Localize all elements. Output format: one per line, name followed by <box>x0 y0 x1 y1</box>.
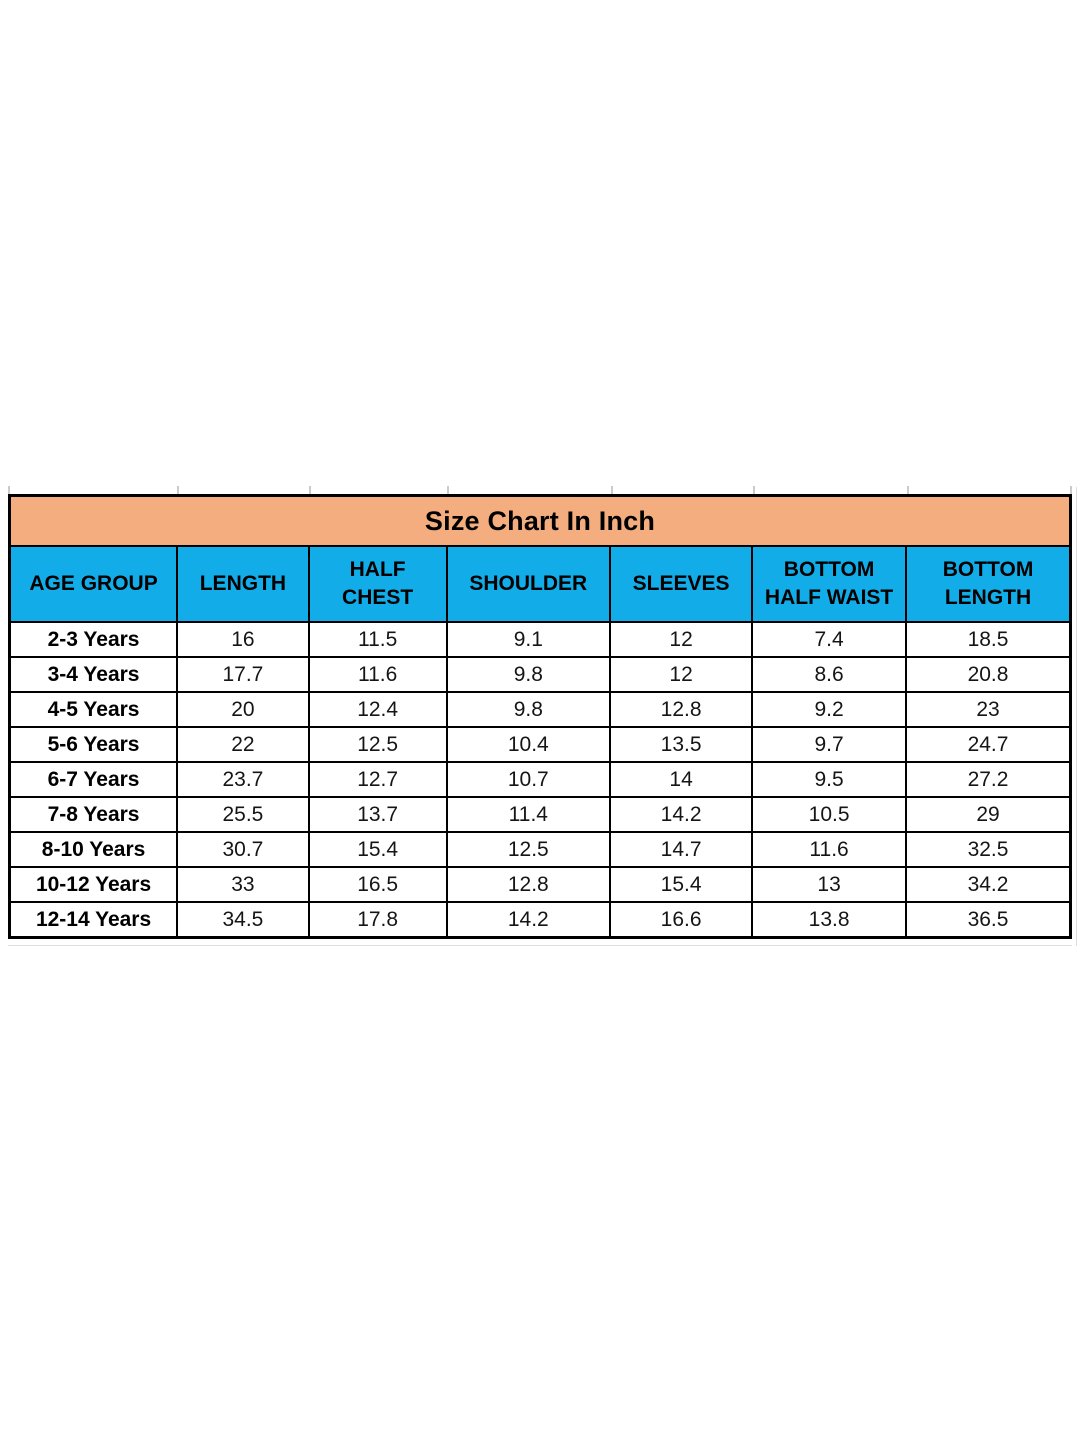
age-group-cell: 5-6 Years <box>8 726 179 763</box>
measurement-cell: 11.5 <box>307 621 448 658</box>
header-shoulder: SHOULDER <box>445 545 612 623</box>
age-group-cell: 7-8 Years <box>8 796 179 833</box>
measurement-cell: 16.5 <box>307 866 448 903</box>
header-half-chest: HALF CHEST <box>307 545 448 623</box>
gridline-tick <box>753 486 755 494</box>
gridline-tick <box>907 486 909 494</box>
table-row: 2-3 Years 16 11.5 9.1 12 7.4 18.5 <box>8 621 1072 658</box>
measurement-cell: 12.4 <box>307 691 448 728</box>
measurement-cell: 11.4 <box>445 796 612 833</box>
measurement-cell: 32.5 <box>905 831 1072 868</box>
size-chart-table: Size Chart In Inch AGE GROUP LENGTH HALF… <box>8 494 1072 939</box>
header-row: AGE GROUP LENGTH HALF CHEST SHOULDER SLE… <box>8 545 1072 623</box>
measurement-cell: 23 <box>905 691 1072 728</box>
measurement-cell: 9.7 <box>751 726 908 763</box>
measurement-cell: 15.4 <box>307 831 448 868</box>
table-title: Size Chart In Inch <box>8 494 1072 547</box>
measurement-cell: 12 <box>608 621 754 658</box>
gridline-tick <box>611 486 613 494</box>
gridline-horizontal <box>8 945 1072 946</box>
measurement-cell: 20.8 <box>905 656 1072 693</box>
measurement-cell: 14.2 <box>608 796 754 833</box>
title-row: Size Chart In Inch <box>8 494 1072 547</box>
measurement-cell: 7.4 <box>751 621 908 658</box>
measurement-cell: 36.5 <box>905 901 1072 939</box>
gridline-tick <box>447 486 449 494</box>
measurement-cell: 22 <box>176 726 310 763</box>
measurement-cell: 34.5 <box>176 901 310 939</box>
header-sleeves: SLEEVES <box>608 545 754 623</box>
measurement-cell: 9.1 <box>445 621 612 658</box>
measurement-cell: 15.4 <box>608 866 754 903</box>
table-row: 8-10 Years 30.7 15.4 12.5 14.7 11.6 32.5 <box>8 831 1072 868</box>
gridline-tick <box>309 486 311 494</box>
measurement-cell: 20 <box>176 691 310 728</box>
measurement-cell: 12 <box>608 656 754 693</box>
gridline-tick <box>177 486 179 494</box>
measurement-cell: 24.7 <box>905 726 1072 763</box>
table-row: 12-14 Years 34.5 17.8 14.2 16.6 13.8 36.5 <box>8 901 1072 939</box>
header-bottom-half-waist: BOTTOM HALF WAIST <box>751 545 908 623</box>
header-age-group: AGE GROUP <box>8 545 179 623</box>
measurement-cell: 8.6 <box>751 656 908 693</box>
age-group-cell: 2-3 Years <box>8 621 179 658</box>
measurement-cell: 9.2 <box>751 691 908 728</box>
measurement-cell: 10.7 <box>445 761 612 798</box>
measurement-cell: 12.8 <box>608 691 754 728</box>
table-row: 4-5 Years 20 12.4 9.8 12.8 9.2 23 <box>8 691 1072 728</box>
header-bottom-length: BOTTOM LENGTH <box>905 545 1072 623</box>
measurement-cell: 9.5 <box>751 761 908 798</box>
measurement-cell: 16 <box>176 621 310 658</box>
age-group-cell: 10-12 Years <box>8 866 179 903</box>
age-group-cell: 12-14 Years <box>8 901 179 939</box>
measurement-cell: 10.4 <box>445 726 612 763</box>
age-group-cell: 4-5 Years <box>8 691 179 728</box>
measurement-cell: 16.6 <box>608 901 754 939</box>
table-row: 10-12 Years 33 16.5 12.8 15.4 13 34.2 <box>8 866 1072 903</box>
measurement-cell: 17.8 <box>307 901 448 939</box>
measurement-cell: 13.8 <box>751 901 908 939</box>
measurement-cell: 14.2 <box>445 901 612 939</box>
measurement-cell: 34.2 <box>905 866 1072 903</box>
measurement-cell: 11.6 <box>307 656 448 693</box>
measurement-cell: 9.8 <box>445 656 612 693</box>
measurement-cell: 9.8 <box>445 691 612 728</box>
size-table-body: 2-3 Years 16 11.5 9.1 12 7.4 18.5 3-4 Years 17.7… <box>8 621 1072 939</box>
measurement-cell: 23.7 <box>176 761 310 798</box>
measurement-cell: 12.5 <box>445 831 612 868</box>
measurement-cell: 13.5 <box>608 726 754 763</box>
table-row: 5-6 Years 22 12.5 10.4 13.5 9.7 24.7 <box>8 726 1072 763</box>
measurement-cell: 33 <box>176 866 310 903</box>
gridline-vertical <box>1076 487 1077 946</box>
measurement-cell: 14.7 <box>608 831 754 868</box>
measurement-cell: 13 <box>751 866 908 903</box>
table-row: 7-8 Years 25.5 13.7 11.4 14.2 10.5 29 <box>8 796 1072 833</box>
measurement-cell: 10.5 <box>751 796 908 833</box>
measurement-cell: 29 <box>905 796 1072 833</box>
measurement-cell: 12.5 <box>307 726 448 763</box>
measurement-cell: 12.8 <box>445 866 612 903</box>
gridline-tick <box>8 486 10 494</box>
measurement-cell: 17.7 <box>176 656 310 693</box>
measurement-cell: 11.6 <box>751 831 908 868</box>
measurement-cell: 13.7 <box>307 796 448 833</box>
age-group-cell: 8-10 Years <box>8 831 179 868</box>
measurement-cell: 30.7 <box>176 831 310 868</box>
gridline-tick <box>1070 486 1072 494</box>
measurement-cell: 27.2 <box>905 761 1072 798</box>
table-row: 3-4 Years 17.7 11.6 9.8 12 8.6 20.8 <box>8 656 1072 693</box>
age-group-cell: 3-4 Years <box>8 656 179 693</box>
header-length: LENGTH <box>176 545 310 623</box>
measurement-cell: 18.5 <box>905 621 1072 658</box>
age-group-cell: 6-7 Years <box>8 761 179 798</box>
measurement-cell: 14 <box>608 761 754 798</box>
measurement-cell: 12.7 <box>307 761 448 798</box>
size-chart-sheet: Size Chart In Inch AGE GROUP LENGTH HALF… <box>8 494 1072 939</box>
measurement-cell: 25.5 <box>176 796 310 833</box>
table-row: 6-7 Years 23.7 12.7 10.7 14 9.5 27.2 <box>8 761 1072 798</box>
